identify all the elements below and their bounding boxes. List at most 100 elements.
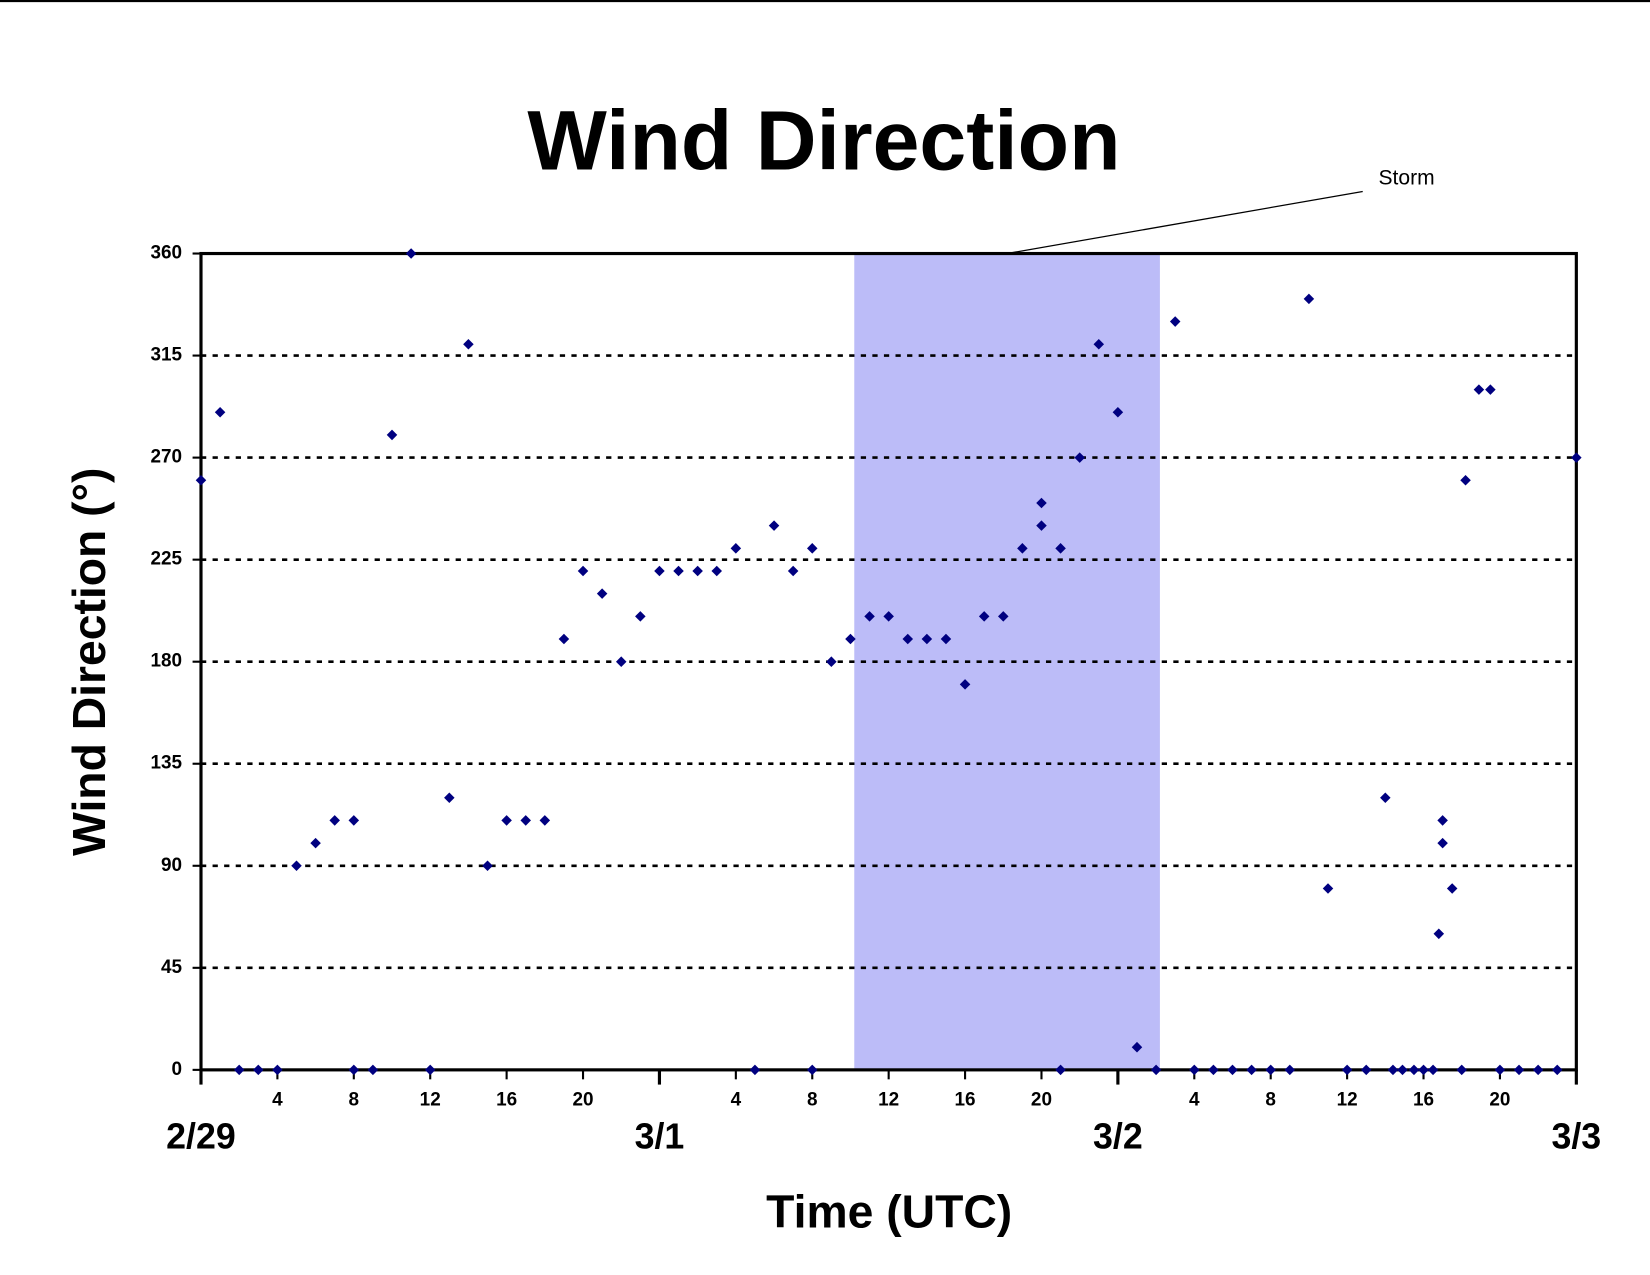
data-point xyxy=(1036,497,1047,509)
date-label: 3/3 xyxy=(1551,1117,1601,1157)
data-point xyxy=(1408,1064,1420,1076)
data-point xyxy=(1433,928,1445,940)
x-tick-label: 8 xyxy=(1265,1089,1276,1110)
x-tick-label: 8 xyxy=(807,1089,818,1110)
data-point xyxy=(520,815,531,826)
data-point xyxy=(998,611,1009,622)
data-point xyxy=(367,1064,379,1076)
y-tick-label: 45 xyxy=(161,957,182,978)
data-point xyxy=(463,338,474,350)
data-point xyxy=(845,633,856,645)
data-point xyxy=(577,565,589,577)
y-tick-label: 180 xyxy=(150,651,182,672)
x-tick-label: 4 xyxy=(272,1089,283,1110)
data-point xyxy=(826,656,837,667)
x-tick-label: 20 xyxy=(572,1089,593,1110)
data-point xyxy=(348,1064,360,1076)
y-tick-label: 225 xyxy=(150,549,182,570)
data-point xyxy=(1460,475,1471,486)
storm-leader xyxy=(1006,190,1363,255)
data-point xyxy=(1284,1064,1296,1076)
data-point xyxy=(1341,1064,1353,1076)
data-point xyxy=(711,565,723,577)
data-point xyxy=(1456,1064,1467,1076)
x-tick-label: 16 xyxy=(496,1089,517,1110)
x-axis-title: Time (UTC) xyxy=(766,1185,1012,1237)
data-point xyxy=(1437,815,1448,826)
data-point xyxy=(1303,293,1315,305)
data-point xyxy=(329,815,340,826)
data-point xyxy=(806,543,818,554)
data-point xyxy=(673,565,684,577)
data-point xyxy=(501,815,512,826)
data-point xyxy=(1055,543,1066,554)
data-point xyxy=(692,565,703,577)
data-point xyxy=(768,520,780,531)
data-point xyxy=(482,860,493,872)
data-point xyxy=(1227,1064,1238,1076)
y-tick-label: 360 xyxy=(150,243,182,264)
x-tick-label: 20 xyxy=(1031,1089,1052,1110)
data-point xyxy=(291,860,302,872)
date-label: 2/29 xyxy=(166,1117,236,1157)
data-point xyxy=(253,1064,264,1076)
y-axis-title: Wind Direction (°) xyxy=(63,468,115,856)
data-point xyxy=(654,565,665,577)
data-point xyxy=(1169,316,1181,327)
data-point xyxy=(1437,837,1448,849)
x-tick-label: 20 xyxy=(1489,1089,1510,1110)
data-point xyxy=(1246,1064,1257,1076)
data-point xyxy=(1427,1064,1439,1076)
y-tick-label: 135 xyxy=(150,753,182,774)
data-point xyxy=(310,837,321,849)
data-point xyxy=(348,815,360,826)
data-point xyxy=(787,565,799,577)
data-point xyxy=(1418,1064,1429,1076)
data-point xyxy=(1473,384,1485,395)
data-point xyxy=(539,815,551,826)
data-point xyxy=(1571,452,1582,463)
storm-label: Storm xyxy=(1379,166,1435,189)
data-point xyxy=(1208,1064,1219,1076)
data-point xyxy=(1513,1064,1525,1076)
x-tick-label: 12 xyxy=(878,1089,899,1110)
data-point xyxy=(959,679,971,690)
data-point xyxy=(1322,883,1334,894)
data-point xyxy=(1446,883,1458,894)
data-point xyxy=(195,475,207,486)
data-point xyxy=(1532,1064,1544,1076)
data-point xyxy=(1036,520,1047,531)
data-point xyxy=(1387,1064,1399,1076)
data-point xyxy=(883,611,894,622)
data-point xyxy=(730,543,742,554)
data-point xyxy=(424,1064,436,1076)
data-point xyxy=(1397,1064,1408,1076)
y-tick-label: 315 xyxy=(150,345,182,366)
data-point xyxy=(902,633,914,645)
x-tick-label: 4 xyxy=(1189,1089,1200,1110)
date-label: 3/1 xyxy=(635,1117,685,1157)
date-label: 3/2 xyxy=(1093,1117,1143,1157)
data-point xyxy=(233,1064,245,1076)
data-point xyxy=(1485,384,1496,395)
data-point xyxy=(1494,1064,1506,1076)
y-tick-label: 90 xyxy=(161,855,182,876)
x-tick-label: 16 xyxy=(955,1089,976,1110)
data-point xyxy=(558,633,570,645)
data-point xyxy=(1093,338,1105,350)
y-tick-label: 270 xyxy=(150,447,182,468)
data-point xyxy=(749,1064,761,1076)
data-point xyxy=(635,611,646,622)
data-point xyxy=(596,588,608,599)
data-point xyxy=(1380,792,1391,804)
data-point xyxy=(940,633,952,645)
data-point xyxy=(1017,543,1028,554)
y-tick-label: 0 xyxy=(172,1059,183,1080)
data-point xyxy=(1265,1064,1276,1076)
data-point xyxy=(214,406,226,418)
x-tick-label: 8 xyxy=(349,1089,360,1110)
data-point xyxy=(386,429,398,441)
data-point xyxy=(272,1064,283,1076)
chart-title: Wind Direction xyxy=(527,94,1120,188)
